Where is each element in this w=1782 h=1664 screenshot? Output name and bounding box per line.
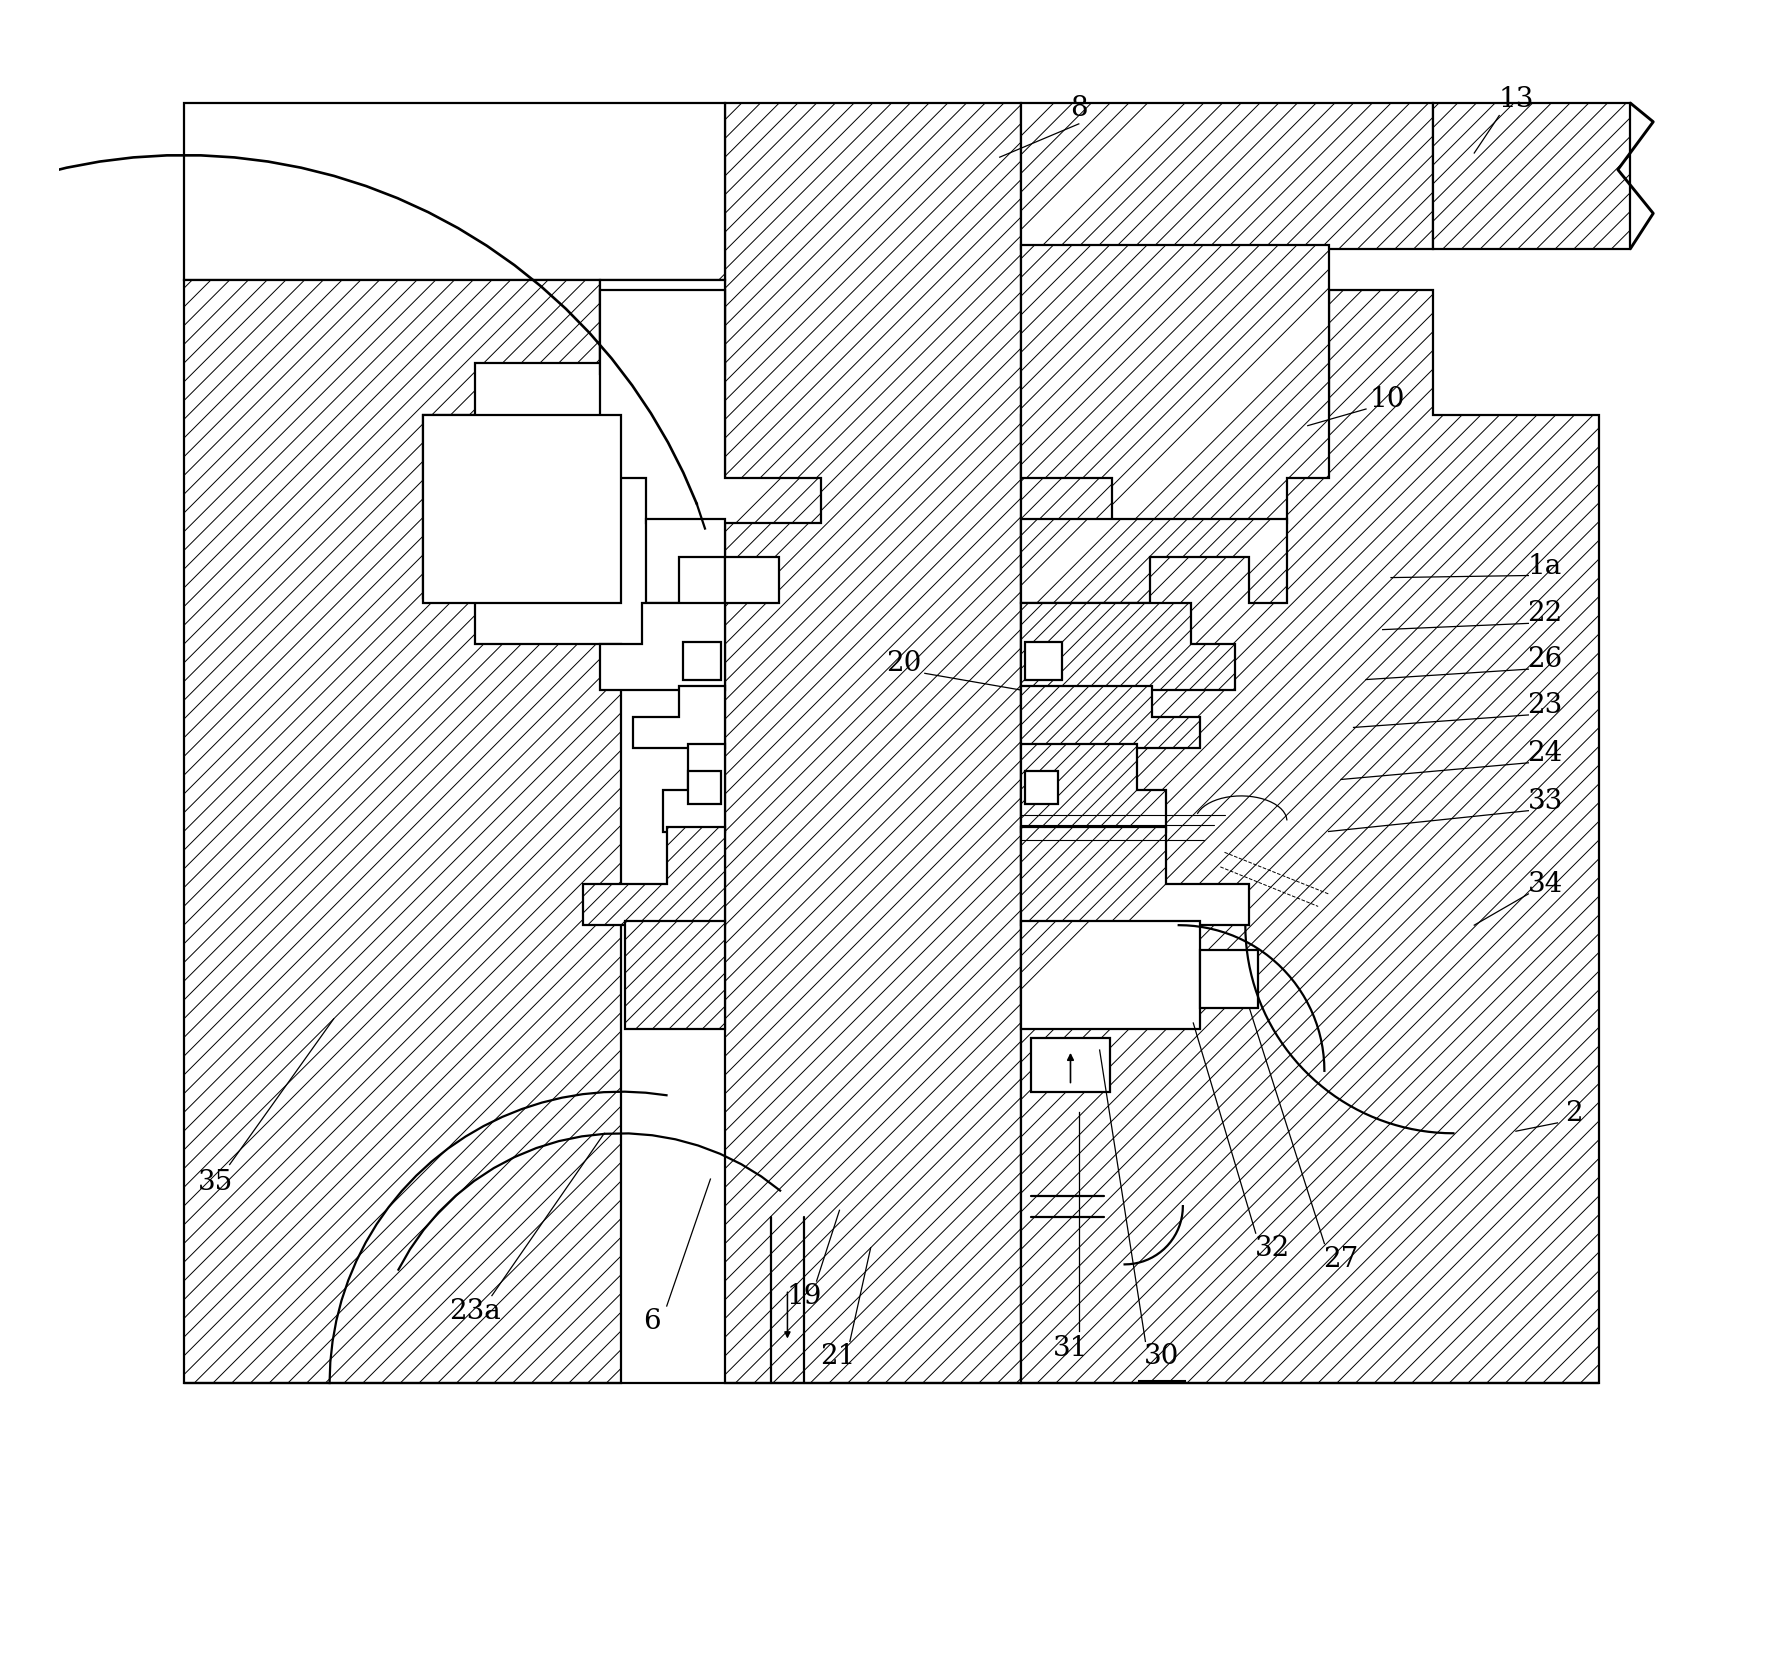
Text: 23: 23 [1527,692,1561,719]
Bar [683,642,720,681]
Bar [1025,642,1062,681]
Text: 13: 13 [1497,87,1533,113]
Polygon shape [633,686,725,749]
Text: 23a: 23a [449,1296,501,1325]
Text: 32: 32 [1255,1235,1288,1261]
Polygon shape [601,281,725,374]
Polygon shape [1019,602,1235,691]
Text: 21: 21 [820,1343,855,1369]
Text: 26: 26 [1527,646,1561,672]
Polygon shape [1019,745,1165,832]
Text: 2: 2 [1565,1100,1582,1127]
Polygon shape [1431,103,1629,250]
Polygon shape [1019,922,1199,1030]
Polygon shape [1019,291,1598,1383]
Polygon shape [1019,103,1431,250]
Bar [688,772,720,805]
Bar [422,416,620,602]
Polygon shape [601,291,820,524]
Polygon shape [725,103,1019,1383]
Text: 35: 35 [198,1168,233,1195]
Bar [1025,772,1057,805]
Polygon shape [184,103,725,281]
Polygon shape [1019,245,1328,524]
Polygon shape [184,281,620,1383]
Text: 8: 8 [1069,95,1087,121]
Text: 31: 31 [1051,1335,1087,1361]
Text: 22: 22 [1527,601,1561,627]
Polygon shape [645,519,779,602]
Text: 24: 24 [1527,739,1561,767]
Text: 27: 27 [1322,1245,1358,1271]
Polygon shape [583,827,725,925]
Polygon shape [1019,827,1249,925]
Bar [1199,950,1256,1008]
Polygon shape [625,922,725,1030]
Text: 1a: 1a [1527,552,1561,579]
Polygon shape [1019,686,1199,749]
Text: 10: 10 [1369,386,1404,413]
Text: 30: 30 [1144,1343,1180,1369]
Text: 34: 34 [1527,870,1561,897]
Polygon shape [601,602,725,691]
Text: 6: 6 [643,1308,661,1335]
Polygon shape [1019,519,1287,602]
Polygon shape [663,745,725,832]
Text: 20: 20 [886,651,921,677]
Text: 33: 33 [1527,787,1561,814]
Text: 19: 19 [786,1283,822,1310]
Bar [1030,1038,1110,1092]
